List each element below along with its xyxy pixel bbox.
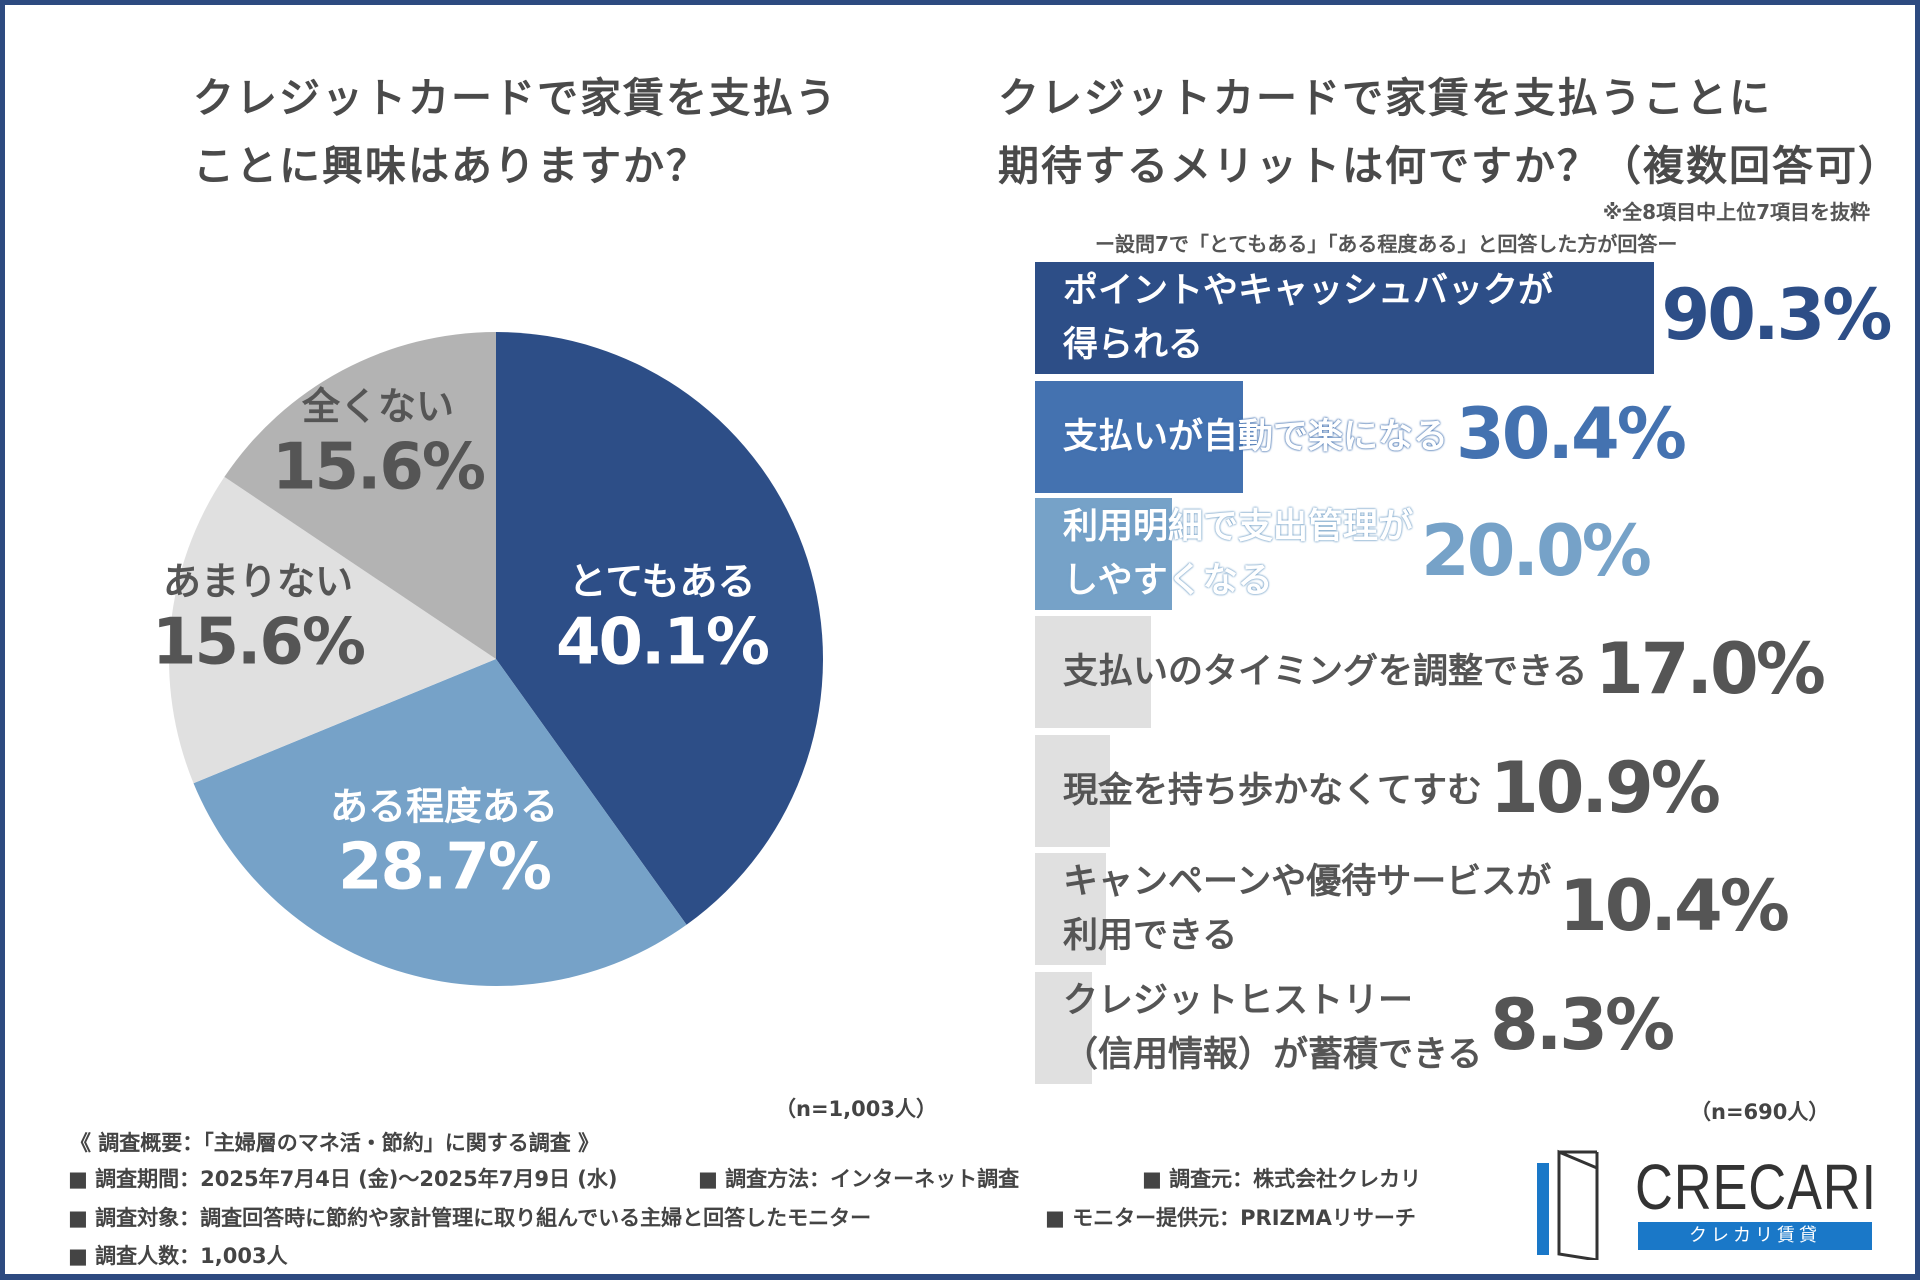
bar bbox=[1035, 498, 1172, 610]
crecari-logo: CRECARI クレカリ賃貸 bbox=[1537, 1148, 1877, 1260]
pie-slice bbox=[496, 332, 824, 925]
pie-label-value: 28.7% bbox=[337, 830, 552, 905]
bar-label-line: 支払いが自動で楽になる bbox=[1063, 417, 1449, 457]
pie-label-name: ある程度ある bbox=[329, 784, 559, 829]
bar-label: クレジットヒストリー （信用情報）が蓄積できる bbox=[1063, 974, 1482, 1082]
pie-label: とてもある 40.1% bbox=[555, 551, 770, 680]
bar-label: 支払いのタイミングを調整できる bbox=[1063, 645, 1587, 699]
pie-slice bbox=[193, 659, 687, 986]
bar-label-line: クレジットヒストリー bbox=[1063, 981, 1414, 1021]
logo-text: CRECARI bbox=[1635, 1151, 1877, 1223]
bar bbox=[1035, 381, 1244, 493]
bar bbox=[1035, 972, 1092, 1084]
bar-value: 10.9% bbox=[1490, 747, 1721, 829]
note-top-items: ※全8項目中上位7項目を抜粋 bbox=[1602, 200, 1870, 224]
survey-provider: ■ モニター提供元：PRIZMAリサーチ bbox=[1045, 1206, 1416, 1230]
pie-slice bbox=[169, 476, 496, 784]
bar-label-line: （信用情報）が蓄積できる bbox=[1063, 1035, 1483, 1075]
bar-label-line: キャンペーンや優待サービスが bbox=[1063, 862, 1552, 902]
bar-value: 8.3% bbox=[1490, 984, 1675, 1066]
pie-label: ある程度ある 28.7% bbox=[330, 776, 558, 905]
bar-value: 30.4% bbox=[1456, 393, 1687, 475]
bar-label: 利用明細で支出管理が しやすくなる bbox=[1063, 500, 1413, 608]
bar-value: 20.0% bbox=[1421, 510, 1652, 592]
bar-label-line: 得られる bbox=[1063, 325, 1204, 365]
pie-label-value: 40.1% bbox=[555, 605, 770, 680]
bar-label: 支払いが自動で楽になる bbox=[1063, 410, 1448, 464]
logo-subtext: クレカリ賃貸 bbox=[1638, 1222, 1872, 1250]
bar-value: 90.3% bbox=[1661, 274, 1893, 356]
survey-target: ■ 調査対象：調査回答時に節約や家計管理に取り組んでいる主婦と回答したモニター bbox=[68, 1206, 872, 1230]
bar-label: 現金を持ち歩かなくてすむ bbox=[1063, 764, 1482, 818]
bar-label-line: 利用明細で支出管理が bbox=[1063, 507, 1414, 547]
pie-slice bbox=[224, 332, 496, 659]
bar bbox=[1035, 262, 1654, 374]
bar-sample-size: （n=690人） bbox=[1690, 1100, 1830, 1124]
bar-title: クレジットカードで家賃を支払うことに 期待するメリットは何ですか？（複数回答可） bbox=[998, 74, 1901, 190]
bar-label-line: しやすくなる bbox=[1063, 561, 1273, 601]
survey-source: ■ 調査元：株式会社クレカリ bbox=[1142, 1167, 1422, 1191]
bar bbox=[1035, 853, 1107, 965]
survey-heading: 《 調査概要：「主婦層のマネ活・節約」に関する調査 》 bbox=[70, 1131, 600, 1155]
pie-label: あまりない 15.6% bbox=[151, 551, 366, 680]
door-icon bbox=[1537, 1149, 1599, 1260]
bar-label: ポイントやキャッシュバックが 得られる bbox=[1063, 264, 1553, 372]
bar bbox=[1035, 735, 1110, 847]
bar-label-line: ポイントやキャッシュバックが bbox=[1063, 271, 1554, 311]
bar-label: キャンペーンや優待サービスが 利用できる bbox=[1063, 855, 1551, 963]
bar-label-line: 利用できる bbox=[1063, 916, 1238, 956]
pie-label-name: 全くない bbox=[301, 384, 454, 429]
note-respondents: ー設問7で「とてもある」「ある程度ある」と回答した方が回答ー bbox=[1095, 232, 1678, 256]
bar-label-line: 支払いのタイミングを調整できる bbox=[1063, 652, 1588, 692]
survey-method: ■ 調査方法：インターネット調査 bbox=[698, 1167, 1020, 1191]
bar-value: 17.0% bbox=[1595, 628, 1826, 710]
pie-label: 全くない 15.6% bbox=[271, 376, 486, 505]
pie-label-name: とてもある bbox=[568, 559, 756, 604]
pie-sample-size: （n=1,003人） bbox=[775, 1097, 937, 1121]
pie-label-value: 15.6% bbox=[271, 430, 486, 505]
bar-value: 10.4% bbox=[1559, 865, 1790, 947]
survey-period: ■ 調査期間：2025年7月4日 (金)〜2025年7月9日 (水) bbox=[68, 1167, 618, 1191]
pie-label-name: あまりない bbox=[162, 559, 353, 604]
survey-count: ■ 調査人数：1,003人 bbox=[68, 1244, 288, 1268]
bar-label-line: 現金を持ち歩かなくてすむ bbox=[1063, 771, 1482, 811]
pie-title: クレジットカードで家賃を支払う ことに興味はありますか？ bbox=[193, 74, 838, 190]
pie-label-value: 15.6% bbox=[151, 605, 366, 680]
bar bbox=[1035, 616, 1152, 728]
